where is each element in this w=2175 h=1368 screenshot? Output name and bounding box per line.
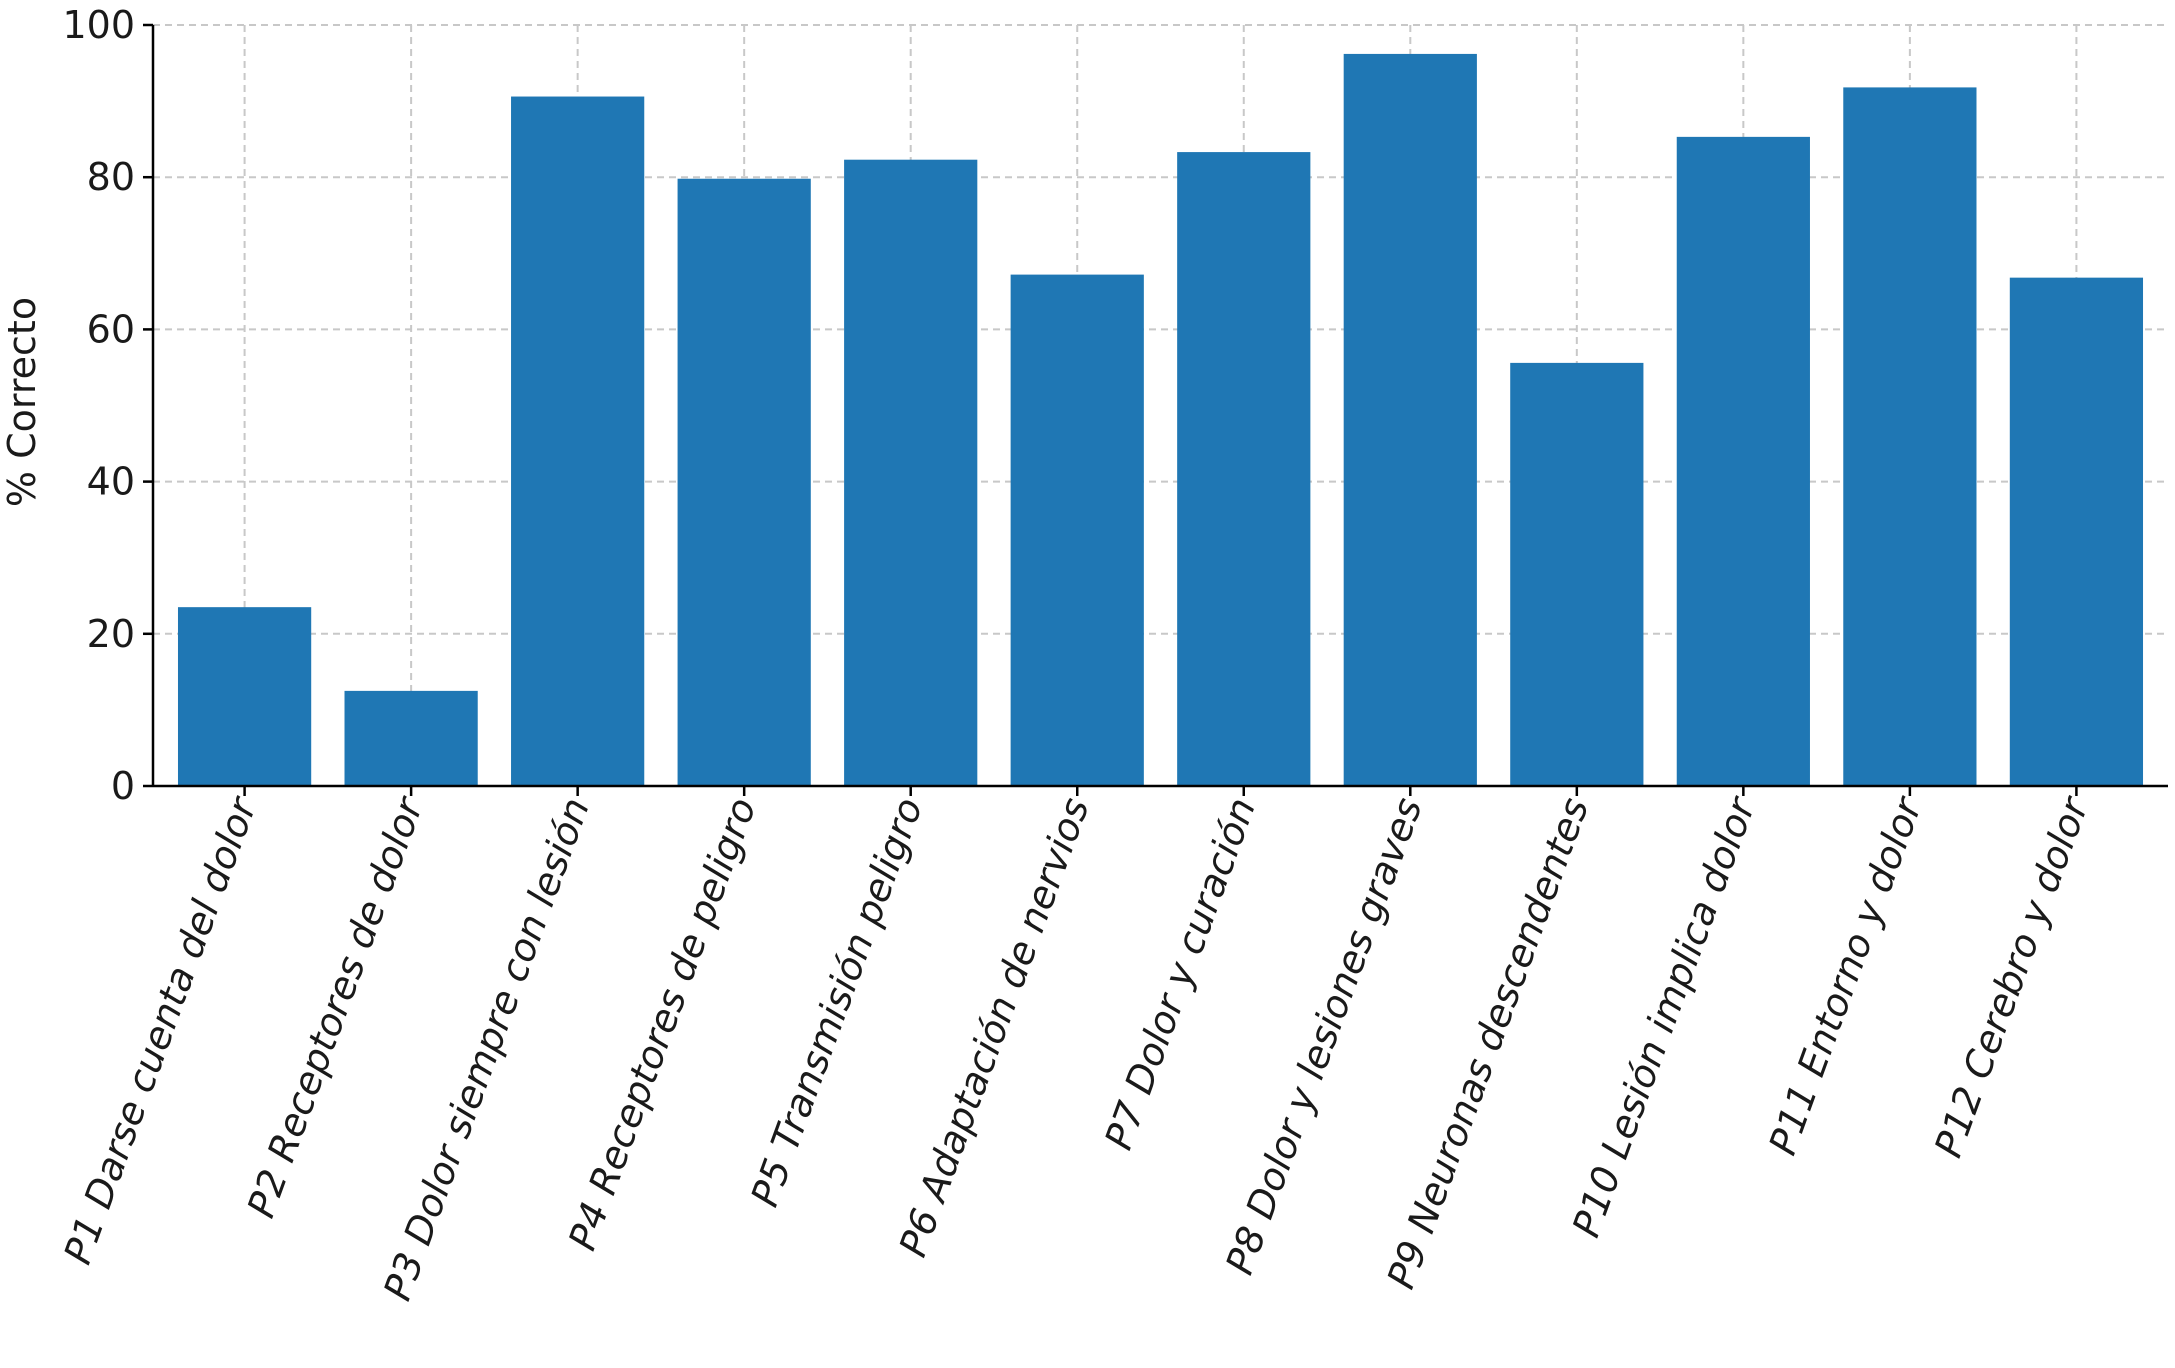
y-tick-label: 40 bbox=[87, 460, 135, 504]
x-tick-label: P10 Lesión implica dolor bbox=[1564, 790, 1765, 1243]
y-tick-label: 60 bbox=[87, 307, 135, 351]
bar bbox=[344, 690, 478, 786]
x-tick-label: P4 Receptores de peligro bbox=[560, 792, 765, 1256]
bars bbox=[177, 53, 2144, 787]
y-tick-label: 100 bbox=[62, 3, 135, 47]
bar bbox=[2009, 277, 2144, 786]
bar bbox=[511, 96, 645, 786]
x-tick-label: P6 Adaptación de nervios bbox=[891, 792, 1098, 1262]
x-tick-label: P8 Dolor y lesiones graves bbox=[1217, 792, 1431, 1280]
y-axis-title: % Correcto bbox=[0, 297, 44, 507]
x-tick-label: P1 Darse cuenta del dolor bbox=[55, 790, 266, 1270]
x-tick-label: P9 Neuronas descendentes bbox=[1379, 792, 1598, 1294]
x-tick-label: P7 Dolor y curación bbox=[1096, 792, 1264, 1155]
bar bbox=[1343, 53, 1477, 787]
y-tick-label: 0 bbox=[111, 764, 135, 808]
x-tick-label: P11 Entorno y dolor bbox=[1760, 790, 1931, 1161]
bar bbox=[677, 178, 811, 787]
y-tick-label: 80 bbox=[87, 155, 135, 199]
bar bbox=[1510, 362, 1644, 786]
bar bbox=[1676, 136, 1810, 786]
bar bbox=[1843, 87, 1977, 787]
x-tick-label: P5 Transmisión peligro bbox=[742, 792, 931, 1212]
y-tick-label: 20 bbox=[87, 612, 135, 656]
bar bbox=[844, 159, 978, 786]
bar bbox=[1177, 152, 1311, 786]
bar bbox=[1010, 274, 1144, 786]
axes bbox=[143, 23, 2168, 796]
x-tick-label: P2 Receptores de dolor bbox=[239, 790, 433, 1223]
bar bbox=[177, 607, 312, 786]
x-tick-label: P12 Cerebro y dolor bbox=[1926, 790, 2098, 1163]
